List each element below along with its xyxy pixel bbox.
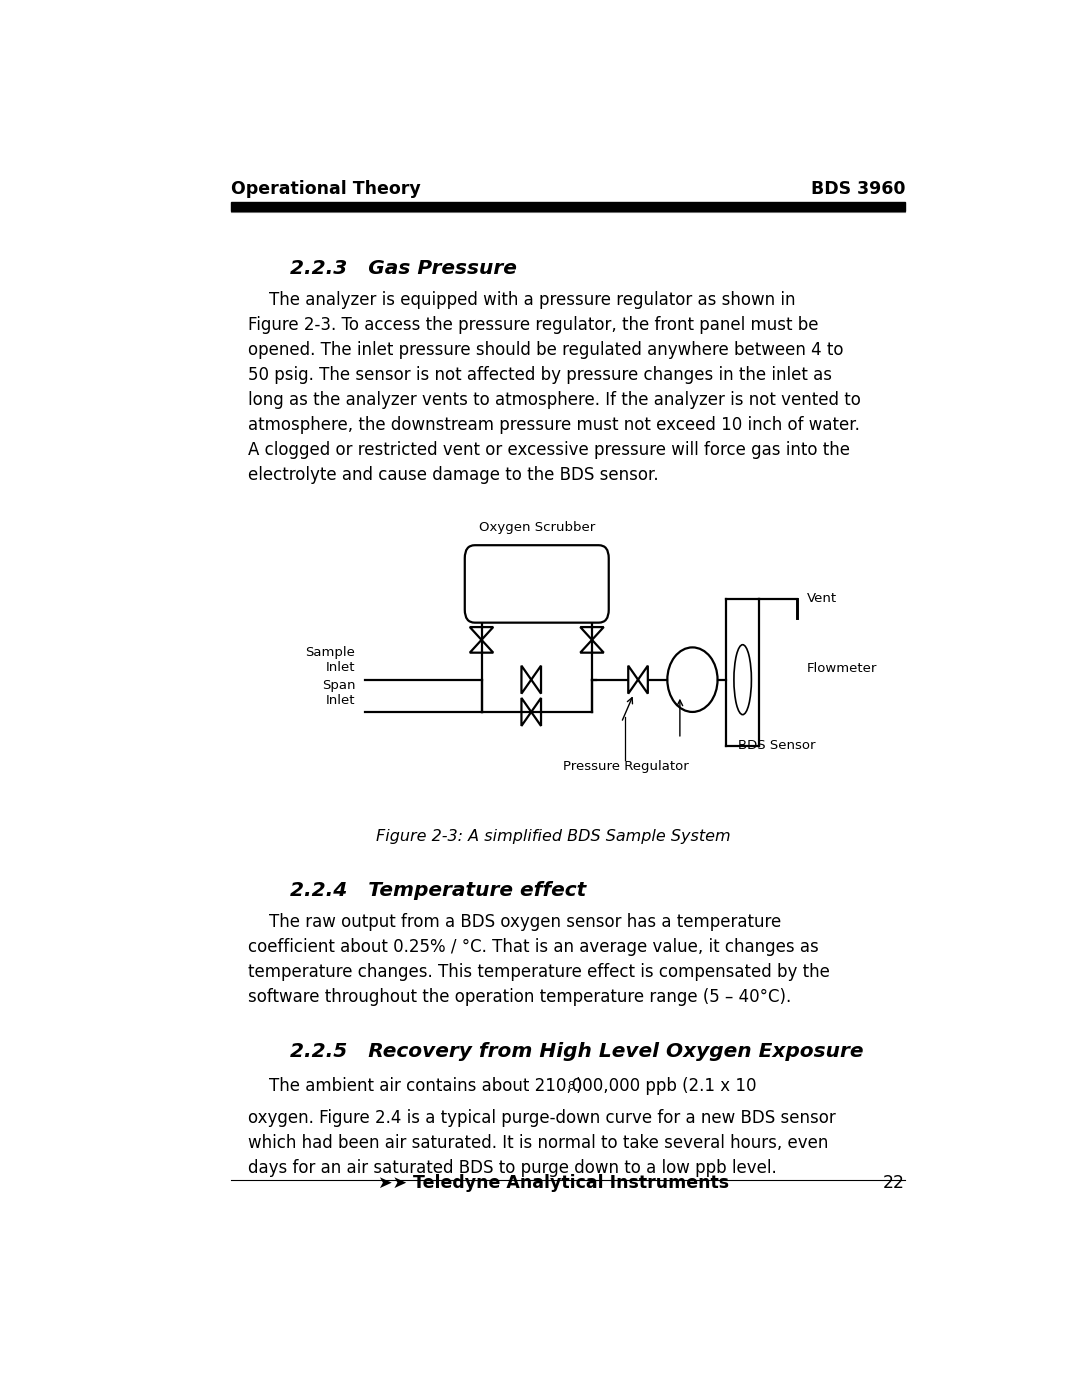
Text: 2.2.5   Recovery from High Level Oxygen Exposure: 2.2.5 Recovery from High Level Oxygen Ex… — [289, 1042, 863, 1062]
Text: ➤➤ Teledyne Analytical Instruments: ➤➤ Teledyne Analytical Instruments — [378, 1173, 729, 1192]
Text: 8: 8 — [567, 1081, 573, 1091]
Text: The raw output from a BDS oxygen sensor has a temperature
coefficient about 0.25: The raw output from a BDS oxygen sensor … — [248, 914, 829, 1006]
Text: 2.2.3   Gas Pressure: 2.2.3 Gas Pressure — [289, 258, 516, 278]
Text: The ambient air contains about 210,000,000 ppb (2.1 x 10: The ambient air contains about 210,000,0… — [248, 1077, 756, 1095]
Text: Pressure Regulator: Pressure Regulator — [563, 760, 688, 774]
Text: Oxygen Scrubber: Oxygen Scrubber — [478, 521, 595, 535]
Text: Sample
Inlet: Sample Inlet — [306, 647, 355, 675]
Text: Vent: Vent — [807, 592, 837, 605]
Text: oxygen. Figure 2.4 is a typical purge-down curve for a new BDS sensor
which had : oxygen. Figure 2.4 is a typical purge-do… — [248, 1109, 836, 1176]
Text: Flowmeter: Flowmeter — [807, 662, 877, 675]
Text: BDS 3960: BDS 3960 — [810, 180, 905, 198]
Text: BDS Sensor: BDS Sensor — [739, 739, 816, 752]
Text: Figure 2-3: A simplified BDS Sample System: Figure 2-3: A simplified BDS Sample Syst… — [376, 830, 731, 844]
Text: 22: 22 — [883, 1173, 905, 1192]
Text: Operational Theory: Operational Theory — [231, 180, 421, 198]
Bar — [231, 203, 905, 211]
FancyBboxPatch shape — [464, 545, 609, 623]
Text: 2.2.4   Temperature effect: 2.2.4 Temperature effect — [289, 882, 586, 900]
Text: ): ) — [576, 1077, 582, 1095]
Text: Span
Inlet: Span Inlet — [322, 679, 355, 707]
Text: The analyzer is equipped with a pressure regulator as shown in
Figure 2-3. To ac: The analyzer is equipped with a pressure… — [248, 292, 861, 485]
